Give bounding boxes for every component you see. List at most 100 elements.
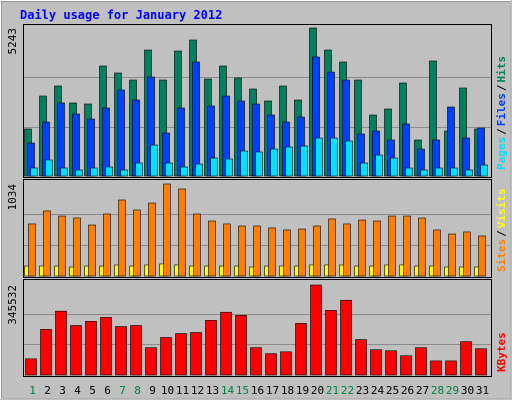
bar	[102, 107, 110, 177]
bar	[90, 167, 98, 177]
bar	[270, 148, 278, 177]
bar	[405, 167, 413, 177]
bar	[145, 347, 157, 376]
legend-entry: Hits	[495, 56, 508, 83]
bar	[43, 210, 51, 277]
bar	[298, 228, 306, 277]
bar	[480, 164, 488, 177]
bar	[268, 227, 276, 277]
x-tick-label: 30	[461, 384, 474, 397]
bar	[415, 347, 427, 376]
x-tick-label: 31	[476, 384, 489, 397]
legend-separator: /	[495, 84, 508, 91]
bar	[400, 355, 412, 376]
bar	[30, 167, 38, 177]
bar	[343, 223, 351, 277]
legend-entry: KBytes	[495, 332, 508, 372]
bar	[130, 325, 142, 376]
legend-entry: Sites	[495, 239, 508, 272]
x-tick-label: 13	[206, 384, 219, 397]
x-tick-label: 16	[251, 384, 264, 397]
bar	[75, 169, 83, 177]
bar	[360, 162, 368, 177]
bar	[238, 225, 246, 277]
bar	[73, 217, 81, 277]
bar	[478, 235, 486, 277]
bar	[180, 166, 188, 177]
chart-title: Daily usage for January 2012	[20, 8, 222, 22]
bar	[223, 223, 231, 277]
bar	[118, 199, 126, 277]
bar	[250, 347, 262, 376]
bar	[330, 137, 338, 177]
bar	[163, 183, 171, 277]
bar	[115, 326, 127, 376]
bar	[88, 224, 96, 277]
bar	[133, 209, 141, 277]
bar	[72, 113, 80, 177]
x-tick-label: 7	[119, 384, 126, 397]
bar	[390, 157, 398, 177]
bar	[385, 350, 397, 376]
bar	[192, 61, 200, 177]
bar	[150, 144, 158, 177]
x-tick-label: 12	[191, 384, 204, 397]
x-tick-label: 29	[446, 384, 459, 397]
bar	[57, 102, 65, 177]
x-tick-label: 19	[296, 384, 309, 397]
bar	[160, 337, 172, 376]
bar	[210, 157, 218, 177]
bar	[120, 169, 128, 177]
x-tick-label: 23	[356, 384, 369, 397]
x-tick-label: 10	[161, 384, 174, 397]
bar	[205, 320, 217, 376]
x-tick-label: 14	[221, 384, 235, 397]
x-tick-label: 27	[416, 384, 429, 397]
bar	[315, 137, 323, 177]
bar	[430, 360, 442, 376]
x-tick-label: 11	[176, 384, 189, 397]
x-tick-label: 28	[431, 384, 444, 397]
bar	[283, 229, 291, 277]
bar	[325, 310, 337, 376]
x-tick-label: 1	[29, 384, 36, 397]
bar	[310, 284, 322, 376]
bar	[285, 146, 293, 177]
bar	[460, 341, 472, 376]
bar	[100, 317, 112, 376]
bar	[40, 329, 52, 376]
bar	[265, 353, 277, 376]
x-tick-label: 9	[149, 384, 156, 397]
bar	[220, 311, 232, 376]
bar	[25, 358, 37, 376]
bar	[55, 310, 67, 376]
legend: KBytes	[495, 332, 508, 372]
y-tick-label: 1034	[6, 184, 19, 211]
bar	[28, 223, 36, 277]
bar	[193, 213, 201, 277]
bar	[45, 159, 53, 177]
bar	[58, 215, 66, 277]
bar	[447, 106, 455, 177]
bar	[313, 225, 321, 277]
legend-separator: /	[495, 230, 508, 237]
bar	[165, 162, 173, 177]
bar	[105, 166, 113, 177]
x-tick-label: 25	[386, 384, 399, 397]
x-tick-label: 4	[74, 384, 81, 397]
x-tick-label: 6	[104, 384, 111, 397]
bar	[195, 163, 203, 177]
x-tick-label: 20	[311, 384, 324, 397]
x-tick-label: 2	[44, 384, 51, 397]
legend-entry: Files	[495, 93, 508, 126]
bar	[178, 188, 186, 277]
bar	[117, 89, 125, 177]
bar	[403, 215, 411, 277]
bar	[300, 145, 308, 177]
x-tick-label: 22	[341, 384, 354, 397]
bar	[433, 229, 441, 277]
bar	[225, 158, 233, 177]
bar	[435, 167, 443, 177]
x-tick-label: 21	[326, 384, 339, 397]
legend: Sites /Visits	[495, 189, 508, 273]
